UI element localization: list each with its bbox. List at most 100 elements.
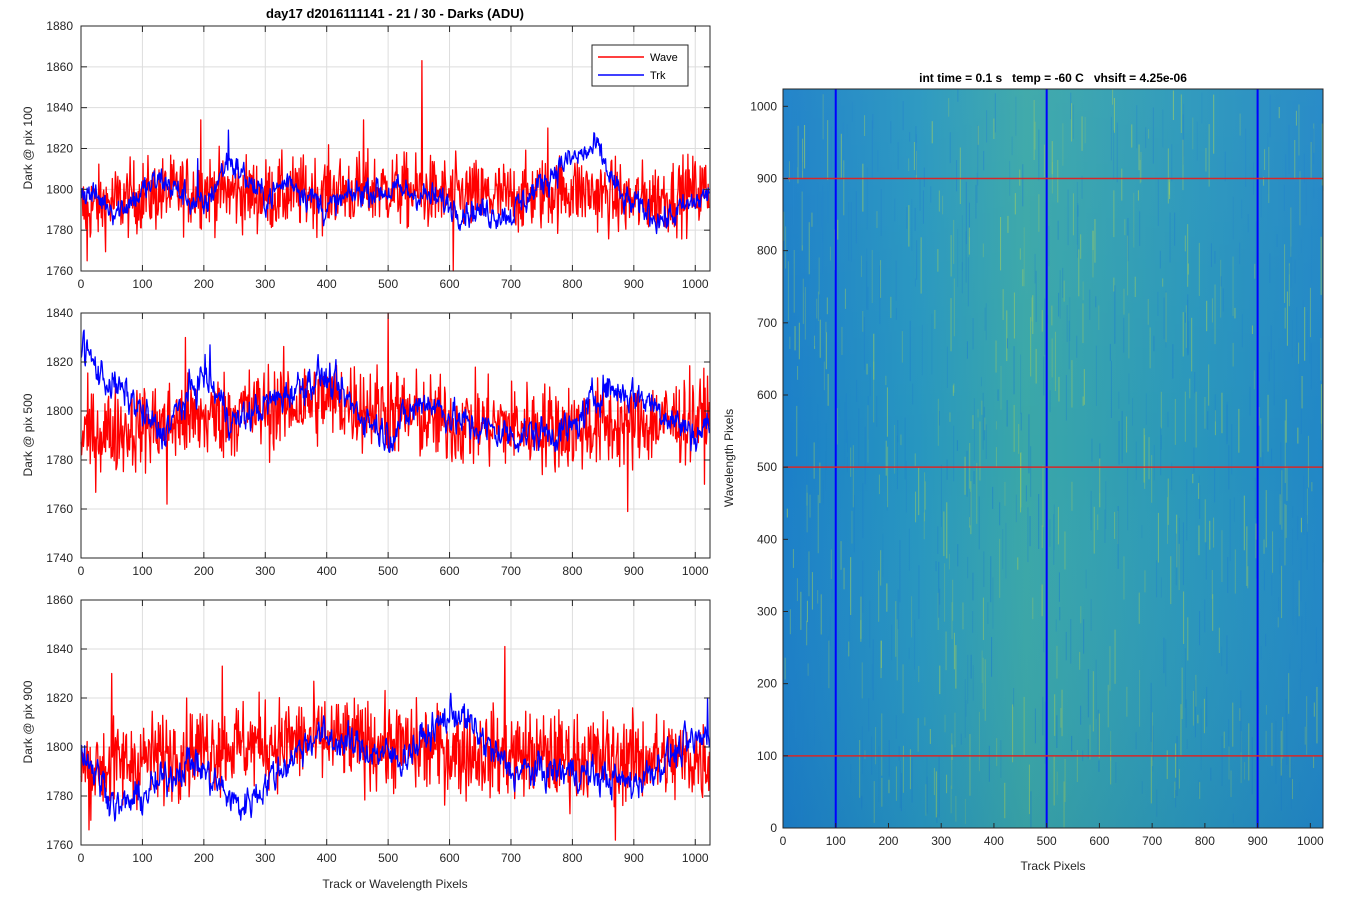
y-tick-label: 1800 [46,182,73,196]
x-tick-label: 200 [194,851,214,865]
panel-1-ylabel: Dark @ pix 100 [21,106,35,189]
x-tick-label: 600 [440,564,460,578]
panel-1-plot-area [80,60,710,272]
x-tick-label: 100 [132,851,152,865]
y-tick-label: 1000 [750,99,777,113]
panel-3-ylabel: Dark @ pix 900 [21,680,35,763]
panel-pix-500: 0 100 200 300 400 500 600 700 800 900 1000 1740 1760… [21,306,711,578]
x-tick-label: 800 [1195,834,1215,848]
x-tick-label: 700 [501,851,521,865]
x-tick-label: 700 [501,564,521,578]
y-tick-label: 1760 [46,502,73,516]
x-tick-label: 100 [826,834,846,848]
x-tick-label: 600 [440,277,460,291]
x-tick-label: 400 [317,277,337,291]
x-tick-label: 200 [878,834,898,848]
y-tick-label: 1780 [46,223,73,237]
y-tick-label: 1840 [46,101,73,115]
y-tick-label: 1740 [46,551,73,565]
x-tick-label: 1000 [682,564,709,578]
y-tick-label: 1760 [46,264,73,278]
series-wave-line [80,312,711,513]
panel-1-legend: Wave Trk [591,44,689,87]
y-tick-label: 300 [757,604,777,618]
legend-wave-label: Wave [650,52,678,64]
x-tick-label: 900 [624,564,644,578]
y-tick-label: 600 [757,388,777,402]
heatmap-markers [783,89,1323,828]
x-tick-label: 0 [78,564,85,578]
series-wave-line [80,60,710,272]
heatmap-title: int time = 0.1 s temp = -60 C vhsift = 4… [919,71,1187,85]
series-trk-line [80,692,711,822]
y-tick-label: 1840 [46,642,73,656]
x-tick-label: 100 [132,277,152,291]
x-tick-label: 1000 [1297,834,1324,848]
x-tick-label: 100 [132,564,152,578]
panel-1-ticks: 0 100 200 300 400 500 600 700 800 900 1000 1760 1780… [46,19,710,291]
x-tick-label: 0 [78,851,85,865]
y-tick-label: 1820 [46,142,73,156]
heatmap-axes-box [782,88,1324,829]
x-tick-label: 500 [1037,834,1057,848]
x-tick-label: 500 [378,277,398,291]
y-tick-label: 200 [757,677,777,691]
y-tick-label: 1880 [46,19,73,33]
x-tick-label: 400 [317,851,337,865]
x-tick-label: 200 [194,277,214,291]
heatmap-xlabel: Track Pixels [1021,859,1086,873]
y-tick-label: 1800 [46,740,73,754]
x-tick-label: 0 [780,834,787,848]
x-tick-label: 0 [78,277,85,291]
x-tick-label: 1000 [682,277,709,291]
y-tick-label: 1780 [46,453,73,467]
y-tick-label: 1860 [46,593,73,607]
x-tick-label: 300 [255,851,275,865]
y-tick-label: 1860 [46,60,73,74]
panel-3-axes-box [80,599,711,846]
heatmap-shading [783,89,1323,828]
x-tick-label: 900 [624,851,644,865]
y-tick-label: 1760 [46,838,73,852]
x-tick-label: 600 [1089,834,1109,848]
x-tick-label: 800 [562,277,582,291]
y-tick-label: 1820 [46,691,73,705]
legend-box [591,44,689,87]
y-tick-label: 500 [757,460,777,474]
y-tick-label: 800 [757,244,777,258]
x-tick-label: 300 [255,277,275,291]
x-tick-label: 400 [317,564,337,578]
x-tick-label: 400 [984,834,1004,848]
x-tick-label: 500 [378,851,398,865]
heatmap-panel: 0 100 200 300 400 500 600 700 800 900 1000 0 100 200 3… [722,71,1324,873]
panel-3-xlabel: Track or Wavelength Pixels [322,877,467,891]
panel-pix-100: 0 100 200 300 400 500 600 700 800 900 1000 1760 1780… [21,6,711,291]
panel-2-plot-area [80,312,711,513]
x-tick-label: 300 [931,834,951,848]
x-tick-label: 800 [562,851,582,865]
x-tick-label: 500 [378,564,398,578]
panel-2-axes-box [80,312,711,559]
x-tick-label: 200 [194,564,214,578]
panel-2-ticks: 0 100 200 300 400 500 600 700 800 900 1000 1740 1760… [46,306,710,578]
y-tick-label: 1820 [46,355,73,369]
y-tick-label: 700 [757,316,777,330]
y-tick-label: 100 [757,749,777,763]
x-tick-label: 300 [255,564,275,578]
series-trk-line [80,129,710,235]
heatmap-ylabel: Wavelength Pixels [722,409,736,507]
y-tick-label: 1800 [46,404,73,418]
series-wave-line [80,645,711,841]
panel-3-ticks: 0 100 200 300 400 500 600 700 800 900 1000 1760 1780… [46,593,710,865]
y-tick-label: 900 [757,171,777,185]
panel-pix-900: 0 100 200 300 400 500 600 700 800 900 1000 1760 1780… [21,593,711,891]
x-tick-label: 600 [440,851,460,865]
y-tick-label: 0 [770,821,777,835]
legend-trk-label: Trk [650,70,666,82]
x-tick-label: 700 [1142,834,1162,848]
series-trk-line [80,329,711,453]
panel-2-ylabel: Dark @ pix 500 [21,393,35,476]
x-tick-label: 800 [562,564,582,578]
x-tick-label: 700 [501,277,521,291]
